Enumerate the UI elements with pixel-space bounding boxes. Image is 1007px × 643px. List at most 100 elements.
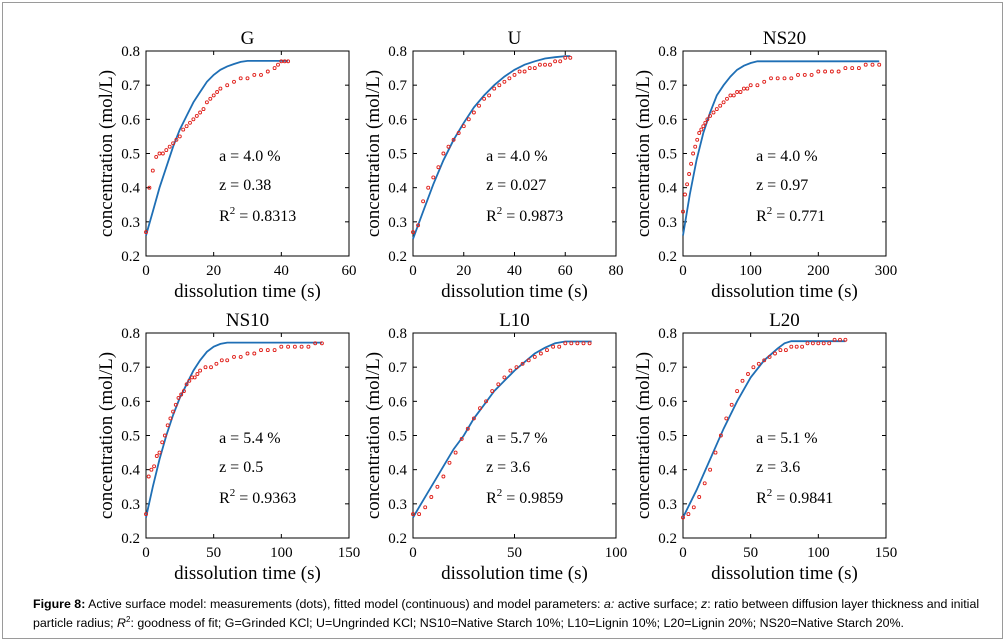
y-tick-label: 0.6 (658, 394, 677, 410)
measured-point (154, 454, 159, 458)
measured-point (447, 460, 452, 465)
x-tick-label: 20 (206, 263, 221, 279)
x-tick-label: 150 (875, 545, 898, 561)
y-tick-label: 0.3 (388, 215, 407, 231)
measured-point (522, 69, 527, 74)
chart-title: G (241, 28, 255, 49)
measured-point (146, 474, 151, 479)
param-r2-superscript: 2 (230, 205, 236, 217)
measured-point (543, 62, 547, 67)
measured-point (286, 344, 291, 349)
measured-point (211, 93, 216, 98)
measured-point (769, 76, 773, 81)
measured-point (482, 96, 487, 101)
x-tick-label: 100 (270, 545, 293, 561)
measured-point (286, 59, 291, 64)
measured-point (558, 59, 563, 64)
y-tick-label: 0.5 (658, 147, 677, 163)
chart-panel: 0.2 0.3 0.4 0.5 0.6 0.7 0.8 0 50 100 150 NS10 dissol… (96, 310, 360, 584)
measured-point (453, 450, 458, 455)
measured-point (836, 69, 841, 74)
measured-point (729, 402, 734, 407)
y-tick-label: 0.2 (388, 531, 407, 547)
measured-point (492, 86, 497, 91)
measured-point (877, 62, 882, 67)
param-r2-symbol: R (756, 208, 767, 225)
chart-panel: 0.2 0.3 0.4 0.5 0.6 0.7 0.8 0 50 100 150 L20 dissolu… (633, 310, 897, 584)
y-tick-label: 0.3 (658, 215, 677, 231)
measured-point (423, 505, 428, 510)
y-tick-label: 0.6 (121, 394, 140, 410)
measured-point (150, 168, 155, 173)
param-r2-value: = 0.8313 (235, 208, 296, 225)
param-r2-symbol: R (756, 490, 767, 507)
measured-point (181, 389, 186, 394)
y-tick-label: 0.8 (388, 326, 407, 342)
measured-point (532, 66, 537, 71)
measured-point (870, 62, 875, 67)
measured-point (796, 72, 800, 77)
measured-point (725, 96, 729, 101)
x-tick-label: 0 (409, 263, 417, 279)
caption-r2-symbol: R (117, 616, 126, 631)
param-r2-value: = 0.9841 (772, 490, 833, 507)
param-z: z = 0.027 (486, 177, 546, 194)
y-tick-label: 0.8 (658, 44, 677, 60)
x-axis-label: dissolution time (s) (174, 281, 321, 302)
param-z: z = 0.97 (756, 177, 808, 194)
measured-point (192, 375, 197, 380)
param-r2-superscript: 2 (497, 205, 503, 217)
x-tick-label: 60 (342, 263, 357, 279)
x-tick-label: 40 (274, 263, 289, 279)
measured-point (208, 96, 213, 101)
measured-point (703, 120, 708, 125)
measured-point (705, 117, 710, 122)
fit-curve (682, 340, 846, 518)
measured-point (292, 344, 297, 349)
measured-point (471, 110, 476, 115)
measured-point (575, 341, 580, 346)
measured-point (512, 72, 517, 77)
measured-point (299, 344, 304, 349)
measured-point (800, 344, 805, 349)
y-tick-label: 0.8 (121, 326, 140, 342)
param-r2-value: = 0.9363 (235, 490, 296, 507)
y-tick-label: 0.5 (121, 147, 140, 163)
y-axis-label: concentration (mol/L) (96, 352, 117, 519)
measured-point (490, 389, 495, 394)
measured-point (762, 79, 767, 84)
measured-point (465, 426, 470, 431)
y-tick-label: 0.8 (121, 44, 140, 60)
y-tick-label: 0.5 (121, 429, 140, 445)
measured-point (829, 69, 834, 74)
caption-text-3: : ratio between diffusion layer thicknes… (33, 597, 980, 631)
measured-point (184, 382, 189, 387)
measured-point (421, 199, 426, 204)
measured-point (188, 120, 192, 125)
param-r2: R2 = 0.9873 (486, 205, 563, 225)
measured-point (563, 341, 568, 346)
measured-point (319, 341, 324, 346)
measured-point (279, 344, 284, 349)
measured-point (508, 368, 513, 373)
measured-point (821, 341, 826, 346)
x-tick-label: 100 (807, 545, 830, 561)
measured-point (435, 484, 440, 489)
y-axis-label: concentration (mol/L) (633, 70, 654, 237)
measured-point (157, 450, 162, 455)
measured-point (478, 406, 482, 411)
x-tick-label: 50 (206, 545, 221, 561)
chart-title: NS10 (226, 310, 269, 331)
measured-point (538, 351, 543, 356)
measured-point (789, 76, 794, 81)
y-tick-label: 0.2 (121, 249, 140, 265)
param-r2-superscript: 2 (767, 205, 773, 217)
measured-point (782, 76, 787, 81)
y-tick-label: 0.7 (121, 78, 140, 94)
measured-point (548, 62, 552, 67)
measured-point (773, 351, 777, 356)
param-r2-symbol: R (219, 208, 230, 225)
measured-point (532, 354, 537, 359)
measured-point (553, 59, 558, 64)
plot-area (682, 50, 887, 257)
